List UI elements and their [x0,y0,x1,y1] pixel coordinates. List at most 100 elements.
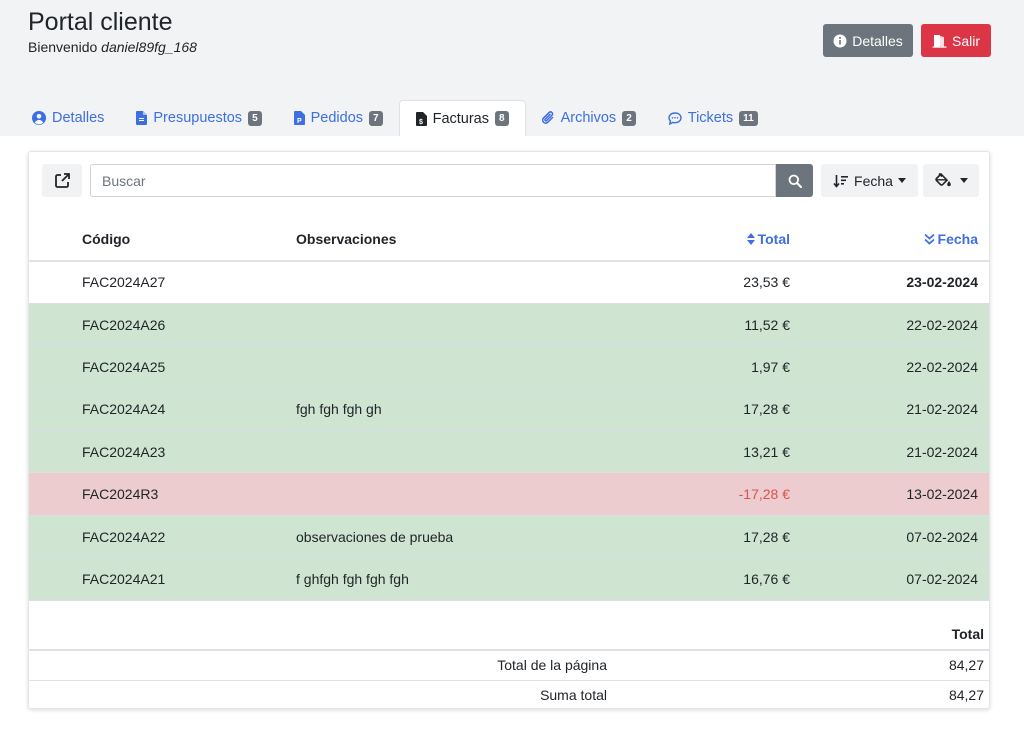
tab-bar: Detalles Presupuestos 5 P Pedidos 7 $ Fa… [16,100,774,136]
row-observations: fgh fgh fgh gh [296,388,636,432]
col-observaciones[interactable]: Observaciones [296,218,636,262]
row-date: 21-02-2024 [790,430,989,474]
tab-pedidos[interactable]: P Pedidos 7 [278,100,399,136]
row-date: 07-02-2024 [790,515,989,559]
svg-text:P: P [297,118,302,125]
tab-tickets-label: Tickets [687,110,734,126]
welcome-text: Bienvenido daniel89fg_168 [28,39,197,55]
row-observations: observaciones de prueba [296,515,636,559]
caret-down-icon [959,178,968,183]
row-total: 13,21 € [636,430,790,474]
search-input[interactable] [90,164,776,197]
tab-detalles[interactable]: Detalles [16,100,120,136]
row-total: 1,97 € [636,345,790,389]
tab-pedidos-badge: 7 [369,110,383,126]
color-filter-dropdown[interactable] [923,164,979,197]
invoices-card: Fecha Código Observaciones Total Fec [28,151,990,709]
page-header: Portal cliente Bienvenido daniel89fg_168… [0,0,1024,136]
salir-button-label: Salir [951,32,980,49]
user-circle-icon [32,111,46,125]
tab-tickets[interactable]: Tickets 11 [652,100,774,136]
paint-bucket-icon [934,173,952,188]
svg-text:$: $ [419,119,423,126]
row-total: 17,28 € [636,515,790,559]
row-observations [296,303,636,347]
tab-facturas[interactable]: $ Facturas 8 [398,100,526,136]
row-observations [296,345,636,389]
row-date: 22-02-2024 [790,345,989,389]
row-code: FAC2024R3 [29,472,296,516]
sort-dropdown[interactable]: Fecha [821,164,918,197]
row-date: 13-02-2024 [790,472,989,516]
row-total: 23,53 € [636,261,790,304]
page-total-value: 84,27 [869,650,989,681]
row-code: FAC2024A24 [29,388,296,432]
page-title: Portal cliente [28,8,173,36]
file-icon [136,111,148,125]
invoice-icon: $ [415,111,427,126]
salir-button[interactable]: Salir [921,24,991,57]
row-code: FAC2024A26 [29,303,296,347]
tab-presupuestos[interactable]: Presupuestos 5 [120,100,277,136]
table-row[interactable]: FAC2024A21 f ghfgh fgh fgh fgh 16,76 € 0… [29,557,989,601]
row-total: 17,28 € [636,388,790,432]
sum-total-row: Suma total 84,27 [29,680,989,710]
username: daniel89fg_168 [101,39,197,55]
detalles-button-label: Detalles [852,32,903,49]
door-exit-icon [932,34,947,48]
tab-presupuestos-label: Presupuestos [153,110,243,126]
tab-tickets-badge: 11 [739,110,758,126]
col-codigo[interactable]: Código [29,218,296,262]
row-total: 16,76 € [636,557,790,601]
chat-icon [668,111,682,125]
row-date: 21-02-2024 [790,388,989,432]
totals-header: Total [869,618,989,651]
table-row[interactable]: FAC2024A25 1,97 € 22-02-2024 [29,345,989,389]
totals-header-row: Total [29,618,989,651]
paperclip-icon [541,111,555,125]
table-row[interactable]: FAC2024A26 11,52 € 22-02-2024 [29,303,989,347]
info-icon [833,34,847,48]
row-observations [296,430,636,474]
search-icon [788,174,802,188]
sort-icon [746,233,755,245]
double-chevron-down-icon [923,233,935,245]
table-row[interactable]: FAC2024A23 13,21 € 21-02-2024 [29,430,989,474]
page-total-row: Total de la página 84,27 [29,650,989,681]
table-row[interactable]: FAC2024A27 23,53 € 23-02-2024 [29,261,989,304]
col-fecha-label: Fecha [937,231,978,247]
totals-table: Total Total de la página 84,27 Suma tota… [29,618,989,710]
search-button[interactable] [776,164,813,197]
row-code: FAC2024A22 [29,515,296,559]
row-total: 11,52 € [636,303,790,347]
tab-facturas-label: Facturas [432,110,490,127]
tab-archivos[interactable]: Archivos 2 [526,100,652,136]
open-external-button[interactable] [42,164,82,197]
row-total: -17,28 € [636,472,790,516]
tab-presupuestos-badge: 5 [248,110,262,126]
row-date: 23-02-2024 [790,261,989,304]
col-total[interactable]: Total [636,218,790,262]
row-observations: f ghfgh fgh fgh fgh [296,557,636,601]
col-fecha[interactable]: Fecha [790,218,989,262]
row-date: 22-02-2024 [790,303,989,347]
sort-dropdown-label: Fecha [854,172,893,189]
totals-spacer [29,618,869,651]
detalles-button[interactable]: Detalles [823,24,913,57]
row-code: FAC2024A21 [29,557,296,601]
external-link-icon [54,173,70,188]
invoices-table: Código Observaciones Total Fecha FAC2024… [29,218,989,601]
table-row[interactable]: FAC2024R3 -17,28 € 13-02-2024 [29,472,989,516]
row-date: 07-02-2024 [790,557,989,601]
caret-down-icon [897,178,906,183]
row-observations [296,261,636,304]
table-row[interactable]: FAC2024A22 observaciones de prueba 17,28… [29,515,989,559]
tab-pedidos-label: Pedidos [310,110,364,126]
tab-archivos-label: Archivos [560,110,617,126]
sort-desc-icon [833,174,849,188]
row-code: FAC2024A23 [29,430,296,474]
table-header-row: Código Observaciones Total Fecha [29,218,989,262]
table-row[interactable]: FAC2024A24 fgh fgh fgh gh 17,28 € 21-02-… [29,388,989,432]
row-code: FAC2024A25 [29,345,296,389]
tab-archivos-badge: 2 [622,110,636,126]
